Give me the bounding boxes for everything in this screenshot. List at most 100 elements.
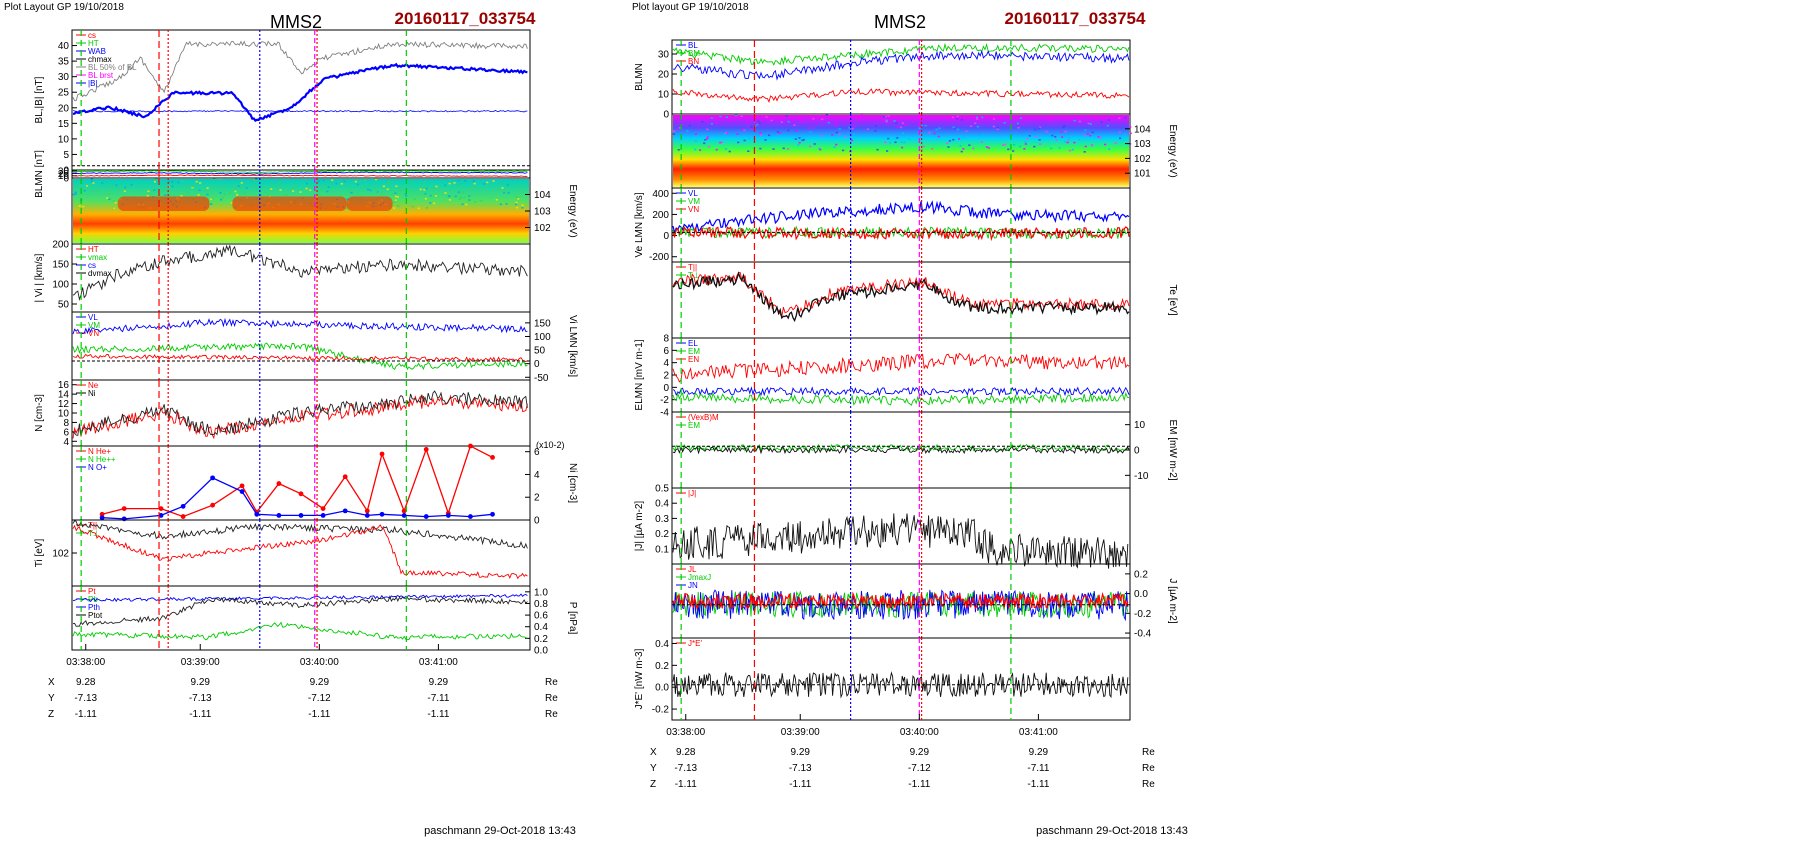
y-tick-label: 10 bbox=[658, 90, 670, 101]
spectrogram-speckle bbox=[253, 179, 256, 182]
spectrogram-speckle bbox=[210, 198, 213, 201]
spectrogram-speckle bbox=[992, 125, 995, 128]
spectrogram-speckle bbox=[236, 193, 239, 196]
x-tick-label: 03:41:00 bbox=[1019, 727, 1058, 738]
spectrogram-speckle bbox=[935, 128, 938, 131]
spectrogram-speckle bbox=[827, 121, 830, 124]
spectrogram-speckle bbox=[220, 198, 223, 201]
legend-label: BL brst bbox=[88, 71, 114, 80]
panel-frame bbox=[671, 187, 1131, 263]
spectrogram-speckle bbox=[1064, 141, 1067, 143]
spectrogram-speckle bbox=[479, 199, 483, 202]
spectrogram-speckle bbox=[918, 127, 921, 130]
spectrogram-speckle bbox=[1107, 119, 1110, 121]
spectrogram-speckle bbox=[996, 126, 1000, 129]
spectrogram-speckle bbox=[852, 133, 856, 136]
panel-8: -0.2 0.0 0.2 0.4 J*E' [nW m-3] J*E' bbox=[634, 637, 1131, 721]
spectrogram-speckle bbox=[417, 207, 420, 210]
spectrogram-speckle bbox=[468, 195, 471, 197]
spectrogram-speckle bbox=[1083, 151, 1086, 153]
legend-label: VL bbox=[88, 313, 98, 322]
spectrogram-speckle bbox=[211, 198, 214, 200]
spectrogram-speckle bbox=[928, 131, 931, 134]
trace-line bbox=[72, 317, 528, 335]
coord-value: -1.11 bbox=[308, 709, 330, 720]
spectrogram-speckle bbox=[1023, 148, 1026, 150]
spectrogram-speckle bbox=[424, 192, 427, 195]
spectrogram-speckle bbox=[893, 120, 896, 122]
trace-line bbox=[72, 353, 528, 363]
spectrogram-speckle bbox=[740, 115, 743, 117]
trace-line bbox=[72, 593, 528, 603]
spectrogram-speckle bbox=[970, 125, 973, 127]
spectrogram-speckle bbox=[1049, 119, 1052, 121]
spectrogram-speckle bbox=[844, 135, 847, 138]
coord-value: -1.11 bbox=[75, 709, 97, 720]
spectrogram-speckle bbox=[883, 120, 886, 123]
coord-value: -1.11 bbox=[675, 779, 697, 790]
spectrogram-speckle bbox=[812, 118, 815, 120]
legend-label: cs bbox=[88, 31, 96, 40]
spectrogram-speckle bbox=[486, 181, 489, 184]
spectrogram-speckle bbox=[255, 178, 258, 181]
trace-line bbox=[672, 513, 1129, 569]
spectrogram-speckle bbox=[219, 192, 222, 194]
spectrogram-speckle bbox=[454, 195, 457, 198]
event-id: 20160117_033754 bbox=[1005, 9, 1146, 28]
spectrogram-speckle bbox=[677, 149, 680, 151]
legend-label: JN bbox=[688, 581, 698, 590]
spectrogram-speckle bbox=[397, 205, 400, 207]
y-axis-label: BL,|B| [nT] bbox=[34, 76, 45, 123]
coord-unit: Re bbox=[545, 677, 558, 688]
spectrogram-speckle bbox=[213, 178, 216, 181]
legend-label: VL bbox=[688, 189, 698, 198]
spectrogram-speckle bbox=[470, 188, 473, 191]
spectrogram-speckle bbox=[206, 193, 209, 196]
coord-value: 9.29 bbox=[910, 747, 930, 758]
panel-frame bbox=[671, 39, 1131, 115]
y-tick-label: 1.0 bbox=[534, 587, 548, 598]
y-tick-label: 400 bbox=[652, 189, 669, 200]
left-figure: Plot Layout GP 19/10/2018 MMS2 20160117_03… bbox=[4, 2, 578, 837]
spectrogram-speckle bbox=[394, 192, 397, 194]
y-tick-label: -0.2 bbox=[652, 705, 670, 716]
trace-line bbox=[672, 49, 1130, 81]
spectrogram-speckle bbox=[743, 129, 746, 132]
y-tick-label: -0.4 bbox=[1134, 629, 1152, 640]
legend-label: J*E' bbox=[688, 639, 702, 648]
spectrogram-speckle bbox=[186, 191, 189, 194]
spectrogram-speckle bbox=[1019, 117, 1022, 119]
spectrogram-speckle bbox=[724, 148, 728, 150]
spectrogram-speckle bbox=[468, 199, 471, 201]
legend-label: vmax bbox=[88, 253, 107, 262]
spectrogram-speckle bbox=[177, 181, 180, 184]
y-tick-label: 100 bbox=[52, 280, 69, 291]
y-tick-label: 0.8 bbox=[534, 599, 548, 610]
spectrogram-speckle bbox=[972, 147, 975, 150]
spectrogram-speckle bbox=[996, 128, 999, 130]
trace-line bbox=[72, 244, 528, 301]
spectrogram-speckle bbox=[340, 183, 343, 185]
trace-line bbox=[672, 42, 1130, 66]
spectrogram-peak bbox=[232, 196, 347, 211]
spectrogram-speckle bbox=[933, 132, 936, 135]
y-axis-label: P [nPa] bbox=[567, 602, 578, 635]
header-label: Plot layout GP 19/10/2018 bbox=[632, 2, 749, 13]
spectrogram-speckle bbox=[813, 143, 816, 145]
spectrogram-speckle bbox=[419, 188, 422, 191]
spectrogram-speckle bbox=[376, 191, 379, 193]
spectrogram-speckle bbox=[672, 133, 675, 135]
spectrogram-speckle bbox=[223, 193, 226, 195]
spectrogram-speckle bbox=[1118, 131, 1121, 134]
spectrogram-speckle bbox=[821, 135, 824, 137]
spectrogram-speckle bbox=[924, 124, 927, 127]
y-tick-label: 20 bbox=[658, 70, 670, 81]
spectrogram-speckle bbox=[1012, 150, 1015, 152]
spectrogram-speckle bbox=[221, 196, 224, 199]
y-axis-label: N [cm-3] bbox=[34, 394, 45, 432]
legend-label: JL bbox=[688, 565, 697, 574]
y-axis-label: | Vi | [km/s] bbox=[34, 253, 45, 302]
y-tick-label: 100 bbox=[534, 332, 551, 343]
